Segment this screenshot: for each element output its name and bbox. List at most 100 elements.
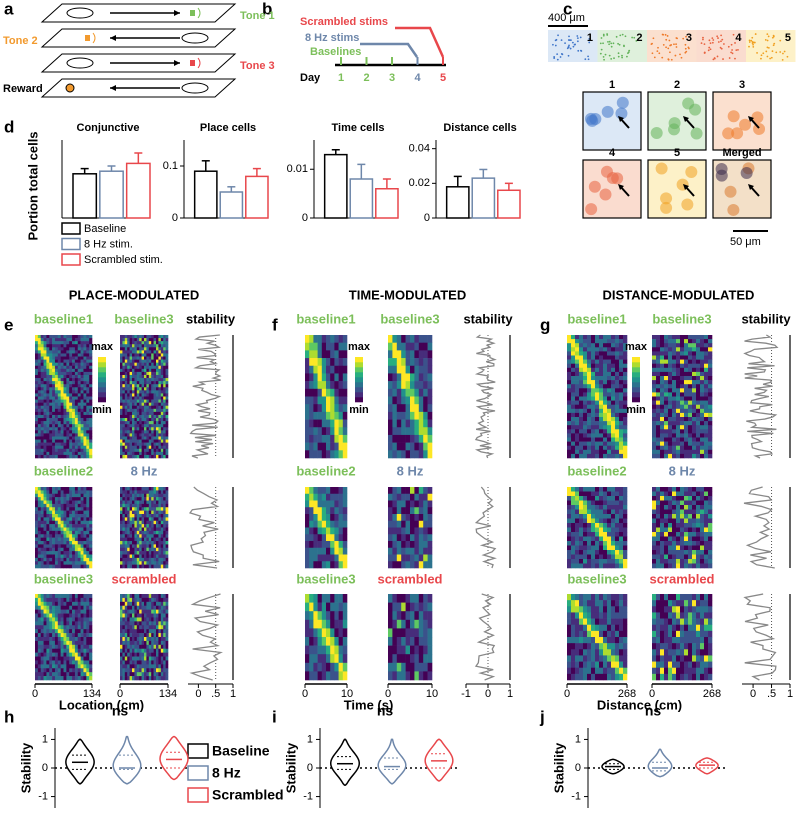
heatmap-cell <box>388 487 393 495</box>
heatmap-cell <box>139 629 142 634</box>
heatmap-cell <box>163 534 166 538</box>
heatmap-cell <box>158 338 162 342</box>
heatmap-cell <box>60 660 64 665</box>
heatmap-cell <box>151 427 154 431</box>
heatmap-cell <box>615 376 620 381</box>
heatmap-cell <box>72 448 76 453</box>
heatmap-cell <box>124 625 128 630</box>
heatmap-cell <box>122 551 126 555</box>
heatmap-cell <box>146 530 150 535</box>
heatmap-cell <box>54 648 59 653</box>
heatmap-cell <box>129 353 133 357</box>
heatmap-cell <box>54 621 59 626</box>
heatmap-cell <box>146 405 150 410</box>
heatmap-cell <box>37 487 41 491</box>
heatmap-cell <box>89 353 93 357</box>
heatmap-cell <box>156 668 159 673</box>
cell-dot <box>720 34 723 37</box>
heatmap-cell <box>69 544 73 549</box>
heatmap-cell <box>160 507 164 511</box>
heatmap-cell <box>134 672 138 677</box>
heatmap-cell <box>160 341 164 345</box>
cell-dot <box>675 46 678 48</box>
heatmap-cell <box>80 527 84 532</box>
heatmap-cell <box>43 454 47 459</box>
heatmap-cell <box>124 564 128 569</box>
heatmap-cell <box>410 547 415 555</box>
heatmap-cell <box>129 350 133 354</box>
heatmap-cell <box>410 628 415 638</box>
heatmap-cell <box>132 353 135 357</box>
heatmap-cell <box>37 605 41 610</box>
heatmap-cell <box>165 524 169 528</box>
heatmap-cell <box>153 454 157 459</box>
heatmap-cell <box>591 359 596 364</box>
heatmap-cell <box>136 557 140 562</box>
heatmap-cell <box>571 367 576 373</box>
heatmap-cell <box>80 344 84 348</box>
heatmap-cell <box>141 676 145 681</box>
heatmap-cell <box>305 611 310 621</box>
heatmap-cell <box>124 517 128 522</box>
heatmap-cell <box>158 514 162 518</box>
heatmap-cell <box>158 402 162 407</box>
heatmap-cell <box>305 654 310 664</box>
heatmap-cell <box>139 445 142 450</box>
heatmap-cell <box>388 654 393 664</box>
heatmap-cell <box>77 365 81 370</box>
heatmap-cell <box>129 497 133 501</box>
cell-dot <box>713 57 716 59</box>
heatmap-cell <box>40 411 44 416</box>
heatmap-cell <box>146 597 150 603</box>
heatmap-cell <box>35 625 39 630</box>
heatmap-cell <box>146 660 150 665</box>
heatmap-cell <box>410 541 415 549</box>
heatmap-cell <box>611 371 616 377</box>
heatmap-cell <box>57 551 61 555</box>
heatmap-cell <box>120 433 123 437</box>
heatmap-cell <box>72 399 76 403</box>
heatmap-cell <box>158 541 162 545</box>
heatmap-cell <box>134 371 138 376</box>
heatmap-cell <box>392 541 398 549</box>
heatmap-cell <box>165 396 169 400</box>
heatmap-cell <box>86 408 90 413</box>
heatmap-cell <box>165 335 169 339</box>
heatmap-cell <box>388 419 393 428</box>
heatmap-cell <box>129 424 133 428</box>
heatmap-cell <box>80 427 84 431</box>
heatmap-cell <box>139 350 142 354</box>
heatmap-cell <box>60 381 64 385</box>
heatmap-cell <box>158 371 162 376</box>
heatmap-cell <box>136 390 140 394</box>
heatmap-cell <box>151 436 154 440</box>
heatmap-cell <box>69 530 73 535</box>
heatmap-cell <box>69 436 73 440</box>
heatmap-cell <box>52 350 56 354</box>
heatmap-cell <box>72 368 76 373</box>
heatmap-cell <box>165 445 169 450</box>
heatmap-cell <box>141 564 145 569</box>
heatmap-cell <box>77 448 81 453</box>
heatmap-cell <box>388 637 393 646</box>
heatmap-cell <box>160 537 164 542</box>
heatmap-cell <box>595 343 600 348</box>
stability-trace <box>188 486 220 569</box>
heatmap-cell <box>151 517 154 522</box>
heatmap-cell <box>141 664 145 669</box>
heatmap-cell <box>141 625 145 630</box>
heatmap-cell <box>160 530 164 535</box>
cell-dot <box>651 52 654 55</box>
heatmap-cell <box>388 404 393 413</box>
cell-dot <box>576 40 579 43</box>
heatmap-cell <box>309 561 314 569</box>
cell-dot <box>633 36 636 39</box>
cell-blob <box>660 201 673 214</box>
heatmap-cell <box>52 507 56 511</box>
heatmap-cell <box>156 353 159 357</box>
heatmap-cell <box>423 427 428 436</box>
heatmap-cell <box>136 507 140 511</box>
heatmap-cell <box>392 561 398 569</box>
bar <box>219 191 244 219</box>
heatmap-cell <box>43 527 47 532</box>
